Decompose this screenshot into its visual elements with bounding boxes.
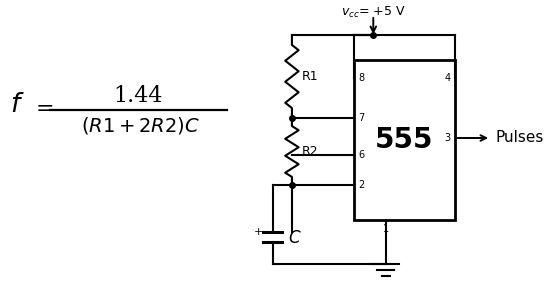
Text: 8: 8 xyxy=(358,73,364,83)
Bar xyxy=(354,60,455,220)
Text: +: + xyxy=(254,227,263,237)
Text: $v_{cc}$= +5 V: $v_{cc}$= +5 V xyxy=(341,5,405,20)
Text: Pulses: Pulses xyxy=(496,131,544,146)
Text: $=$: $=$ xyxy=(31,96,53,118)
Text: R1: R1 xyxy=(301,70,318,83)
Text: 2: 2 xyxy=(358,180,364,190)
Text: 7: 7 xyxy=(358,113,364,123)
Text: R2: R2 xyxy=(301,145,318,158)
Text: C: C xyxy=(288,229,300,247)
Text: 3: 3 xyxy=(445,133,451,143)
Text: 4: 4 xyxy=(445,73,451,83)
Text: $f$: $f$ xyxy=(9,92,24,117)
Text: 555: 555 xyxy=(375,126,433,154)
Text: 6: 6 xyxy=(358,150,364,160)
Text: 1: 1 xyxy=(383,224,389,234)
Text: $(R1 + 2R2)C$: $(R1 + 2R2)C$ xyxy=(81,115,200,137)
Text: 1.44: 1.44 xyxy=(113,85,163,107)
